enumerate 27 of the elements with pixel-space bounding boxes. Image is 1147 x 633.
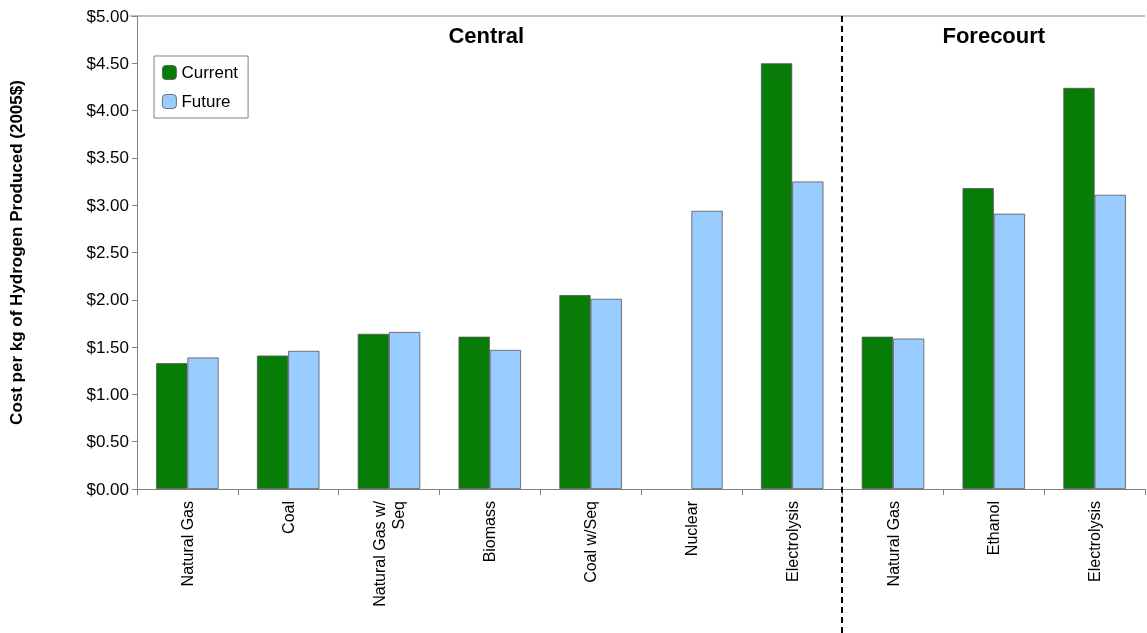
- y-tick-label: $2.00: [86, 290, 129, 310]
- x-tick-label: Natural Gas: [178, 501, 196, 587]
- y-tick-label: $1.00: [86, 384, 129, 404]
- annotation: Central: [448, 22, 525, 48]
- annotation: Forecourt: [942, 22, 1046, 48]
- y-tick-label: $3.50: [86, 148, 129, 168]
- legend-label: Current: [181, 63, 239, 82]
- x-tick-label: Biomass: [481, 501, 499, 563]
- x-tick-label: Coal: [279, 501, 297, 534]
- y-tick-label: $2.50: [86, 243, 129, 262]
- x-tick-label: Natural Gas: [884, 501, 902, 587]
- y-tick-label: $3.00: [86, 195, 129, 215]
- y-tick-label: $1.50: [86, 337, 129, 357]
- bar: [691, 210, 723, 489]
- x-tick-label: Natural Gas w/Seq: [371, 500, 407, 607]
- y-tick-label: $0.00: [86, 479, 129, 499]
- x-tick-label: Nuclear: [682, 500, 700, 557]
- x-tick-label: Electrolysis: [783, 501, 801, 582]
- y-tick-label: $5.00: [86, 6, 129, 26]
- y-tick-label: $0.50: [86, 432, 129, 452]
- y-tick-label: $4.50: [86, 53, 129, 73]
- x-tick-label: Coal w/Seq: [582, 501, 600, 583]
- legend-label: Future: [181, 92, 231, 111]
- y-axis-title: Cost per kg of Hydrogen Produced (2005$): [7, 80, 26, 425]
- y-tick-label: $4.00: [86, 101, 129, 121]
- x-tick-label: Ethanol: [985, 501, 1003, 556]
- x-tick-label: Electrolysis: [1086, 501, 1104, 582]
